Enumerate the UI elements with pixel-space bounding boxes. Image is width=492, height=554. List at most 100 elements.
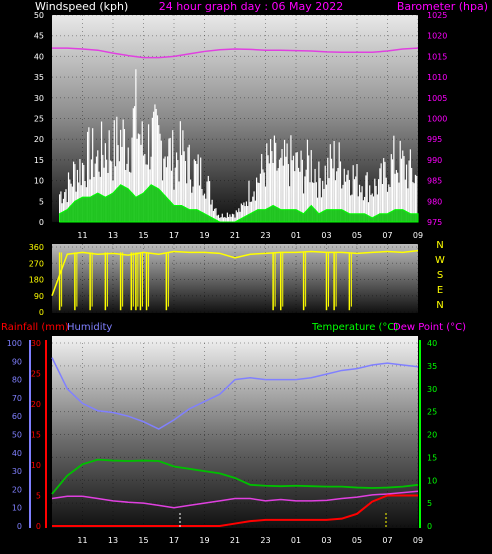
direction-gridlines — [52, 244, 419, 313]
time-tick-label: 07 — [382, 231, 392, 240]
temperature-tick-label: 15 — [427, 453, 437, 462]
humidity-axis-title: Humidity — [67, 322, 112, 333]
barometer-tick-label: 1000 — [427, 115, 447, 124]
wind-tick-label: 45 — [34, 32, 44, 41]
graph-title: 24 hour graph day : 06 May 2022 — [159, 0, 344, 13]
barometer-tick-label: 1005 — [427, 94, 447, 103]
time-tick-label: 03 — [321, 231, 331, 240]
rainfall-axis-ticks: 0 5 10 15 20 25 30 — [31, 339, 41, 531]
rainfall-tick-label: 0 — [36, 522, 41, 531]
time-tick-label: 23 — [260, 536, 270, 545]
rainfall-axis-title: Rainfall (mm) — [1, 322, 69, 333]
barometer-tick-label: 980 — [427, 197, 442, 206]
wind-tick-label: 15 — [34, 156, 44, 165]
wind-tick-label: 0 — [39, 218, 44, 227]
humidity-tick-label: 10 — [12, 504, 22, 513]
time-tick-label: 21 — [230, 536, 240, 545]
temperature-gridlines — [52, 342, 419, 527]
compass-label: N — [436, 300, 443, 311]
barometer-axis-title: Barometer (hpa) — [397, 0, 488, 13]
wind-direction-spikes — [58, 252, 352, 311]
barometer-tick-label: 990 — [427, 156, 442, 165]
time-tick-label: 09 — [413, 231, 423, 240]
average-wind-fill — [59, 184, 419, 223]
time-tick-label: 11 — [77, 536, 87, 545]
time-tick-label: 11 — [77, 231, 87, 240]
humidity-tick-label: 0 — [17, 522, 22, 531]
time-tick-label: 03 — [321, 536, 331, 545]
barometer-line — [52, 47, 419, 59]
temperature-tick-label: 20 — [427, 431, 437, 440]
wind-tick-label: 30 — [34, 94, 44, 103]
humidity-tick-label: 100 — [7, 339, 22, 348]
barometer-tick-label: 1020 — [427, 32, 447, 41]
temperature-axis-ticks: 0 5 10 15 20 25 30 35 40 — [427, 339, 437, 531]
time-tick-label: 15 — [138, 536, 148, 545]
humidity-tick-label: 90 — [12, 357, 22, 366]
time-tick-label: 07 — [382, 536, 392, 545]
time-tick-label: 19 — [199, 536, 209, 545]
direction-tick-label: 180 — [29, 276, 44, 285]
barometer-tick-label: 1025 — [427, 11, 447, 20]
time-tick-label: 05 — [352, 536, 362, 545]
compass-label: W — [435, 255, 445, 266]
time-tick-label: 13 — [108, 231, 118, 240]
humidity-tick-label: 50 — [12, 431, 22, 440]
time-tick-label: 13 — [108, 536, 118, 545]
barometer-axis-ticks: 975 980 985 990 995 1000 1005 1010 1015 1020 1025 — [427, 11, 447, 227]
average-wind-area — [59, 184, 419, 223]
barometer-tick-label: 1010 — [427, 73, 447, 82]
humidity-tick-label: 60 — [12, 412, 22, 421]
dewpoint-axis-title: Dew Point (°C) — [393, 322, 466, 333]
wind-axis-ticks: 0 5 10 15 20 25 30 35 40 45 50 — [34, 11, 44, 227]
rainfall-tick-label: 20 — [31, 400, 41, 409]
direction-tick-label: 0 — [39, 308, 44, 317]
temperature-tick-label: 10 — [427, 476, 437, 485]
humidity-tick-label: 20 — [12, 485, 22, 494]
humidity-tick-label: 70 — [12, 394, 22, 403]
rainfall-tick-label: 5 — [36, 492, 41, 501]
temperature-tick-label: 35 — [427, 362, 437, 371]
temperature-axis-title: Temperature (°C) — [311, 322, 398, 333]
barometer-tick-label: 995 — [427, 135, 442, 144]
wind-tick-label: 50 — [34, 11, 44, 20]
direction-axis-ticks: 0 90 180 270 360 — [29, 243, 44, 317]
humidity-axis-ticks: 0 10 20 30 40 50 60 70 80 90 100 — [7, 339, 22, 531]
compass-label: S — [437, 270, 443, 281]
time-tick-label: 23 — [260, 231, 270, 240]
humidity-line — [51, 357, 419, 430]
time-tick-label: 19 — [199, 231, 209, 240]
direction-plot-area — [52, 244, 418, 313]
wind-tick-label: 20 — [34, 135, 44, 144]
temperature-tick-label: 30 — [427, 385, 437, 394]
humidity-tick-label: 40 — [12, 449, 22, 458]
wind-time-ticks: 11 13 15 17 19 21 23 01 03 05 07 09 — [77, 231, 423, 240]
wind-axis-title: Windspeed (kph) — [35, 0, 128, 13]
rainfall-tick-label: 15 — [31, 431, 41, 440]
wind-direction-line — [51, 249, 419, 297]
compass-label: N — [436, 240, 443, 251]
time-tick-label: 17 — [169, 231, 179, 240]
wind-tick-label: 5 — [39, 197, 44, 206]
wind-tick-label: 35 — [34, 73, 44, 82]
temperature-tick-label: 40 — [427, 339, 437, 348]
temperature-line — [51, 458, 419, 495]
temperature-tick-label: 25 — [427, 408, 437, 417]
time-tick-label: 15 — [138, 231, 148, 240]
barometer-tick-label: 975 — [427, 218, 442, 227]
dewpoint-line — [51, 490, 419, 509]
rainfall-line — [52, 494, 418, 527]
wind-tick-label: 25 — [34, 115, 44, 124]
time-tick-label: 01 — [291, 231, 301, 240]
direction-tick-label: 90 — [34, 292, 44, 301]
time-tick-label: 05 — [352, 231, 362, 240]
direction-tick-label: 270 — [29, 259, 44, 268]
wind-tick-label: 10 — [34, 177, 44, 186]
time-tick-label: 17 — [169, 536, 179, 545]
compass-label: E — [437, 285, 443, 296]
humidity-tick-label: 30 — [12, 467, 22, 476]
rainfall-tick-label: 25 — [31, 370, 41, 379]
barometer-tick-label: 1015 — [427, 52, 447, 61]
